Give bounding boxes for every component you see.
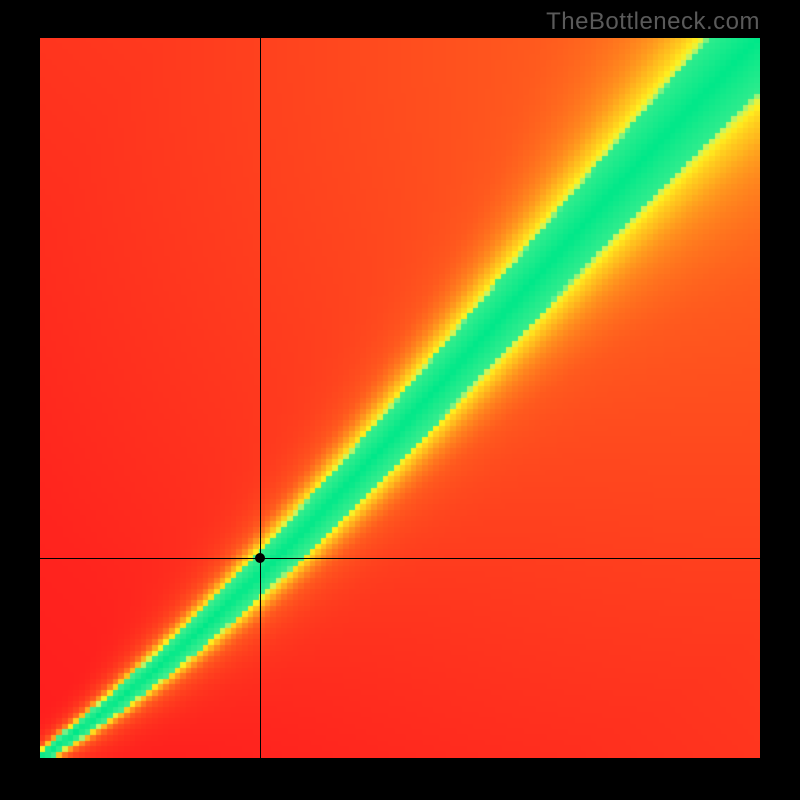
selected-point-marker: [255, 553, 265, 563]
crosshair-horizontal: [40, 558, 760, 559]
plot-area: [40, 38, 760, 758]
crosshair-vertical: [260, 38, 261, 758]
chart-container: TheBottleneck.com: [0, 0, 800, 800]
bottleneck-heatmap: [40, 38, 760, 758]
attribution-watermark: TheBottleneck.com: [546, 8, 760, 36]
